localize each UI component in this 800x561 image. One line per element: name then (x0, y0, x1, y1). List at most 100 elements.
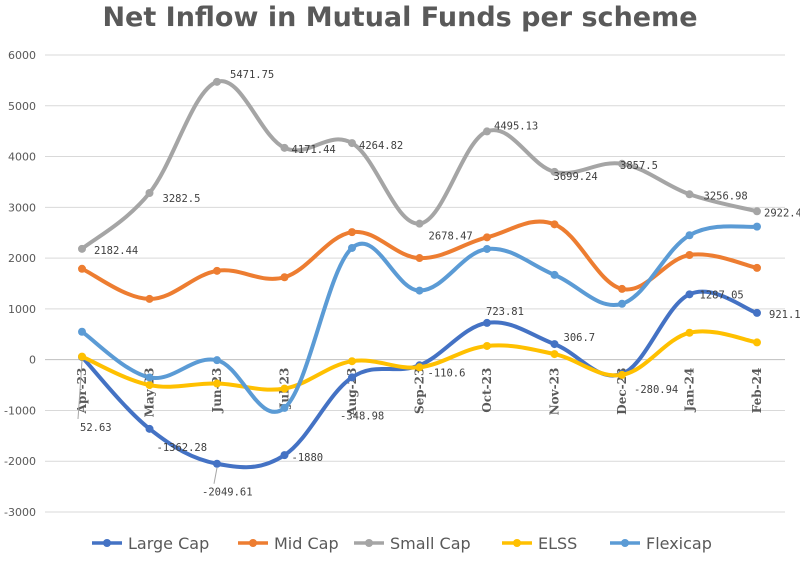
data-point (78, 327, 86, 336)
data-point (618, 284, 626, 293)
data-point (685, 190, 694, 199)
data-label-small-cap: 4171.44 (292, 144, 336, 156)
series-layer (78, 77, 761, 470)
data-point (280, 403, 289, 412)
data-point (753, 222, 761, 231)
legend-swatch-marker (103, 539, 111, 547)
data-label-large-cap: -1362.28 (157, 442, 208, 454)
data-label-large-cap: 1287.05 (700, 289, 744, 301)
series-flexicap (78, 222, 761, 414)
leader-line (213, 467, 218, 484)
y-tick-label: -2000 (4, 455, 36, 468)
legend-item-small-cap: Small Cap (354, 534, 471, 553)
y-tick-label: -1000 (4, 404, 36, 417)
data-point (145, 373, 154, 382)
data-label-large-cap: -280.94 (634, 384, 678, 396)
x-tick-label: Feb-24 (750, 368, 764, 414)
chart-title: Net Inflow in Mutual Funds per scheme (102, 2, 698, 33)
legend-swatch-marker (513, 539, 521, 547)
legend-item-flexicap: Flexicap (610, 534, 712, 553)
series-line (80, 224, 759, 414)
data-point (78, 264, 86, 273)
data-point (348, 228, 356, 237)
x-axis-ticks: Apr-23May-23Jun-23Jul-23Aug-23Sep-23Oct-… (75, 368, 764, 418)
data-label-small-cap: 2922.45 (764, 207, 800, 219)
legend-swatch-marker (365, 539, 373, 547)
legend-swatch-marker (249, 539, 257, 547)
data-point (415, 219, 424, 228)
data-label-small-cap: 4495.13 (494, 120, 538, 132)
y-tick-label: 3000 (8, 201, 36, 214)
data-label-small-cap: 2182.44 (94, 245, 138, 257)
data-point (213, 459, 221, 468)
data-label-large-cap: 723.81 (486, 306, 524, 318)
y-tick-label: 6000 (8, 49, 36, 62)
x-tick-label: Jan-24 (683, 368, 697, 413)
data-point (415, 363, 424, 372)
x-tick-label: Oct-23 (480, 368, 494, 413)
data-point (685, 251, 694, 260)
data-label-large-cap: 306.7 (564, 332, 596, 344)
data-point (550, 167, 559, 176)
x-tick-label: Dec-23 (615, 368, 629, 415)
data-point (145, 424, 154, 433)
data-label-small-cap: 5471.75 (230, 69, 274, 81)
data-point (78, 244, 86, 253)
data-point (753, 308, 761, 317)
data-point (550, 220, 559, 229)
legend-swatch-marker (621, 539, 629, 547)
data-label-small-cap: 4264.82 (359, 140, 403, 152)
data-point (483, 127, 491, 136)
legend-label: Small Cap (390, 534, 471, 553)
y-tick-label: 1000 (8, 303, 36, 316)
data-label-large-cap: -348.98 (340, 410, 384, 422)
data-label-large-cap: -1880 (292, 452, 324, 464)
legend-label: Large Cap (128, 534, 209, 553)
data-point (685, 231, 694, 240)
data-point (685, 328, 694, 337)
data-point (415, 286, 424, 295)
data-label-small-cap: 3857.5 (620, 160, 658, 172)
data-labels: 52.63 -1362.28 -2049.61 -1880 -348.98 -110.6 7… (77, 69, 800, 499)
legend-label: ELSS (538, 534, 577, 553)
y-tick-label: 4000 (8, 151, 36, 164)
data-point (415, 254, 424, 263)
data-point (483, 318, 491, 327)
data-point (618, 159, 626, 168)
data-label-small-cap: 3256.98 (704, 190, 748, 202)
data-label-large-cap: 921.14 (769, 309, 800, 321)
leader-line (77, 360, 83, 420)
data-point (685, 290, 694, 299)
data-point (753, 207, 761, 216)
data-point (550, 350, 559, 359)
data-label-small-cap: 3699.24 (554, 171, 598, 183)
data-point (145, 381, 154, 390)
data-point (145, 294, 154, 303)
data-point (483, 244, 491, 253)
y-axis-ticks: 6000 5000 4000 3000 2000 1000 0 -1000 -2000 -3000 (4, 49, 36, 519)
x-tick-label: Nov-23 (548, 368, 562, 416)
y-tick-label: 2000 (8, 252, 36, 265)
data-point (550, 270, 559, 279)
data-point (550, 340, 559, 349)
x-tick-label: Apr-23 (75, 368, 89, 415)
data-label-large-cap: -110.6 (428, 367, 466, 379)
legend-item-mid-cap: Mid Cap (238, 534, 339, 553)
data-point (348, 139, 356, 148)
data-point (213, 77, 221, 86)
data-point (280, 451, 289, 460)
data-point (213, 379, 221, 388)
legend-label: Mid Cap (274, 534, 339, 553)
series-small-cap (78, 77, 761, 253)
data-point (213, 356, 221, 365)
data-point (280, 143, 289, 152)
data-label-large-cap: 52.63 (80, 422, 112, 434)
legend-item-elss: ELSS (502, 534, 577, 553)
legend-item-large-cap: Large Cap (92, 534, 209, 553)
data-label-large-cap: -2049.61 (202, 487, 253, 499)
y-tick-label: 5000 (8, 100, 36, 113)
y-tick-label: 0 (29, 354, 36, 367)
data-point (483, 341, 491, 350)
